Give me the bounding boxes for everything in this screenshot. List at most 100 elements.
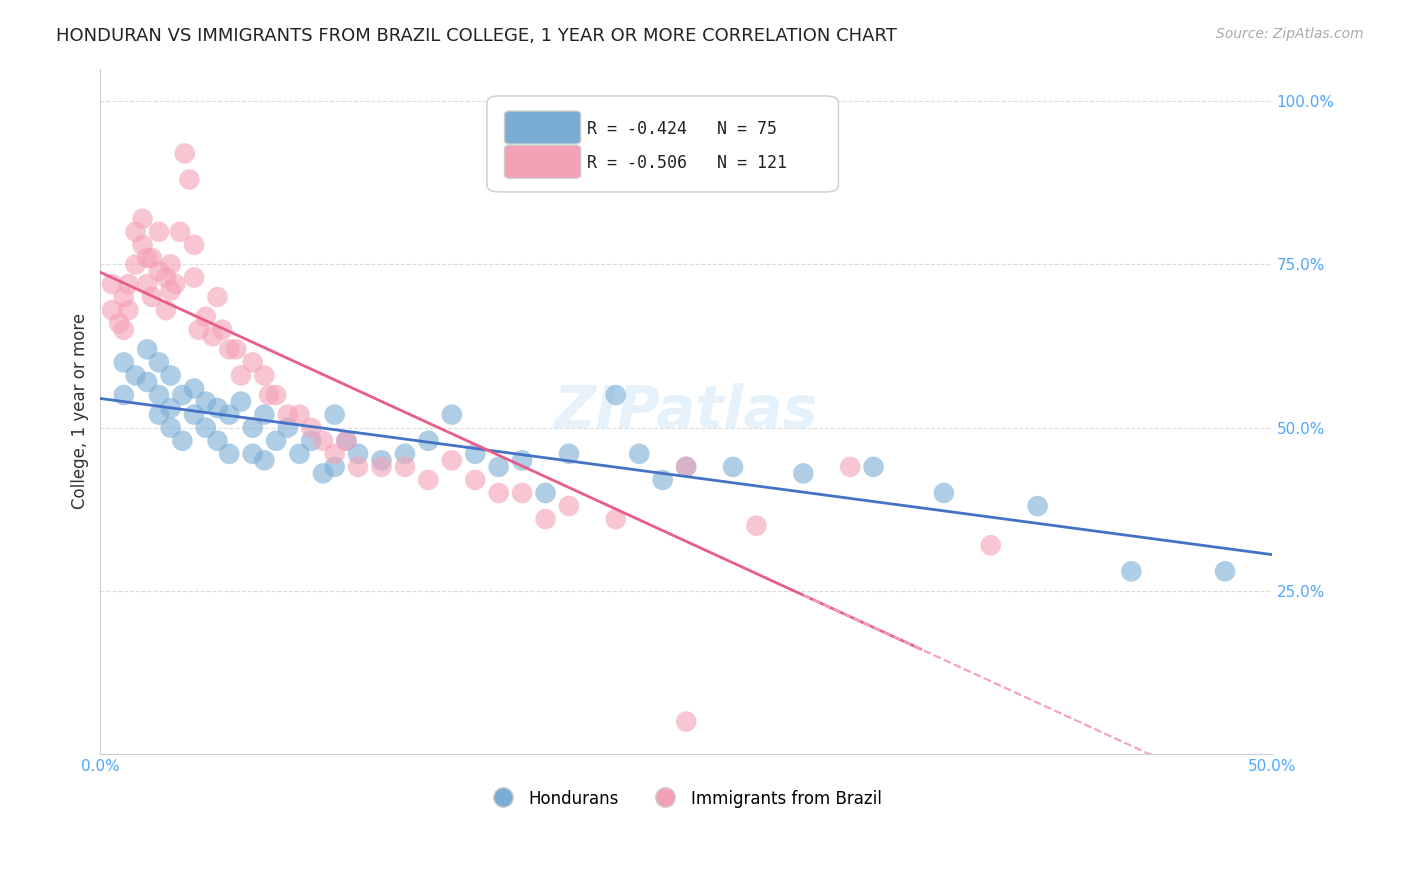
Point: [257, 388, 280, 402]
Point: [225, 343, 247, 357]
Point: [211, 323, 233, 337]
Point: [288, 447, 311, 461]
Point: [207, 290, 229, 304]
Point: [862, 459, 884, 474]
Point: [194, 394, 217, 409]
Point: [605, 512, 627, 526]
Point: [155, 303, 177, 318]
Point: [264, 388, 287, 402]
Point: [839, 459, 862, 474]
Point: [605, 388, 627, 402]
Point: [558, 499, 581, 513]
Point: [745, 518, 768, 533]
Point: [488, 459, 510, 474]
Point: [464, 473, 486, 487]
Point: [194, 420, 217, 434]
Point: [229, 394, 252, 409]
Point: [312, 434, 335, 448]
Point: [323, 459, 346, 474]
Point: [218, 343, 240, 357]
Point: [179, 172, 201, 186]
Point: [675, 714, 697, 729]
Point: [558, 447, 581, 461]
FancyBboxPatch shape: [505, 111, 581, 144]
Point: [165, 277, 187, 291]
Point: [312, 467, 335, 481]
Point: [112, 388, 135, 402]
Point: [242, 355, 264, 369]
Point: [510, 453, 533, 467]
Point: [980, 538, 1002, 552]
Point: [347, 459, 370, 474]
Point: [194, 310, 217, 324]
Point: [628, 447, 651, 461]
Point: [288, 408, 311, 422]
Point: [183, 382, 205, 396]
Point: [148, 225, 170, 239]
Point: [277, 420, 299, 434]
Point: [136, 375, 159, 389]
Text: HONDURAN VS IMMIGRANTS FROM BRAZIL COLLEGE, 1 YEAR OR MORE CORRELATION CHART: HONDURAN VS IMMIGRANTS FROM BRAZIL COLLE…: [56, 27, 897, 45]
Point: [394, 459, 416, 474]
Point: [131, 237, 153, 252]
Point: [534, 486, 557, 500]
Point: [124, 257, 146, 271]
FancyBboxPatch shape: [486, 96, 838, 192]
Point: [440, 453, 463, 467]
Point: [187, 323, 209, 337]
Point: [172, 434, 194, 448]
Point: [464, 447, 486, 461]
Point: [675, 459, 697, 474]
Point: [1213, 565, 1236, 579]
Point: [323, 408, 346, 422]
Point: [218, 408, 240, 422]
Point: [335, 434, 357, 448]
Point: [124, 225, 146, 239]
Point: [218, 447, 240, 461]
Point: [141, 251, 163, 265]
Point: [207, 434, 229, 448]
Point: [253, 453, 276, 467]
Point: [721, 459, 744, 474]
Point: [1026, 499, 1049, 513]
Point: [299, 434, 322, 448]
Point: [136, 251, 159, 265]
Point: [675, 459, 697, 474]
Point: [534, 512, 557, 526]
Point: [101, 277, 124, 291]
Point: [183, 270, 205, 285]
Point: [183, 408, 205, 422]
Point: [229, 368, 252, 383]
Point: [488, 486, 510, 500]
Point: [173, 146, 195, 161]
Point: [112, 323, 135, 337]
Y-axis label: College, 1 year or more: College, 1 year or more: [72, 313, 89, 509]
Point: [253, 368, 276, 383]
Point: [148, 355, 170, 369]
Text: R = -0.506   N = 121: R = -0.506 N = 121: [586, 154, 786, 172]
FancyBboxPatch shape: [505, 145, 581, 178]
Point: [242, 420, 264, 434]
Point: [155, 270, 177, 285]
Point: [159, 257, 181, 271]
Point: [651, 473, 673, 487]
Point: [159, 368, 181, 383]
Point: [148, 408, 170, 422]
Point: [299, 420, 322, 434]
Point: [124, 368, 146, 383]
Point: [242, 447, 264, 461]
Point: [159, 420, 181, 434]
Point: [932, 486, 955, 500]
Point: [117, 277, 139, 291]
Text: ZIPatlas: ZIPatlas: [554, 383, 818, 440]
Point: [131, 211, 153, 226]
Point: [792, 467, 814, 481]
Point: [440, 408, 463, 422]
Point: [117, 303, 139, 318]
Point: [1121, 565, 1143, 579]
Point: [347, 447, 370, 461]
Point: [277, 408, 299, 422]
Point: [159, 284, 181, 298]
Point: [264, 434, 287, 448]
Point: [112, 355, 135, 369]
